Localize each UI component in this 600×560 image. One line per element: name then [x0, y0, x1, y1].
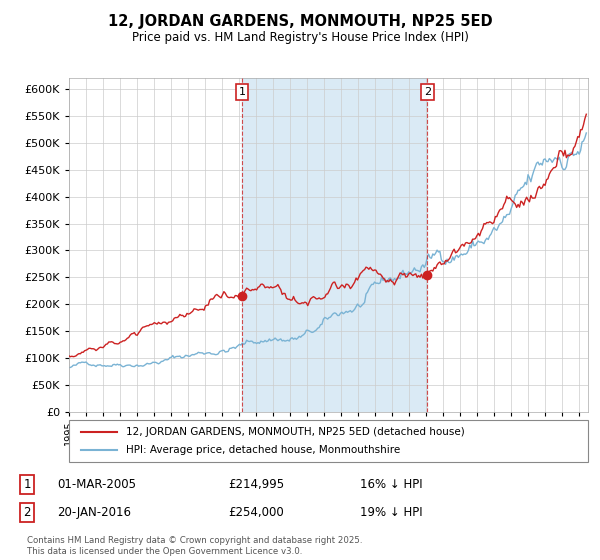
Text: 2: 2 — [23, 506, 31, 519]
Text: 20-JAN-2016: 20-JAN-2016 — [57, 506, 131, 519]
Text: 12, JORDAN GARDENS, MONMOUTH, NP25 5ED (detached house): 12, JORDAN GARDENS, MONMOUTH, NP25 5ED (… — [126, 427, 465, 437]
Text: 12, JORDAN GARDENS, MONMOUTH, NP25 5ED: 12, JORDAN GARDENS, MONMOUTH, NP25 5ED — [107, 14, 493, 29]
Text: 1: 1 — [23, 478, 31, 491]
Bar — [242, 78, 427, 412]
Text: 1: 1 — [239, 87, 245, 97]
Text: HPI: Average price, detached house, Monmouthshire: HPI: Average price, detached house, Monm… — [126, 445, 400, 455]
Text: 01-MAR-2005: 01-MAR-2005 — [57, 478, 136, 491]
Text: Contains HM Land Registry data © Crown copyright and database right 2025.
This d: Contains HM Land Registry data © Crown c… — [27, 536, 362, 556]
Text: 2: 2 — [424, 87, 431, 97]
Text: £214,995: £214,995 — [228, 478, 284, 491]
Text: Price paid vs. HM Land Registry's House Price Index (HPI): Price paid vs. HM Land Registry's House … — [131, 31, 469, 44]
Text: 19% ↓ HPI: 19% ↓ HPI — [360, 506, 422, 519]
Text: £254,000: £254,000 — [228, 506, 284, 519]
Text: 16% ↓ HPI: 16% ↓ HPI — [360, 478, 422, 491]
